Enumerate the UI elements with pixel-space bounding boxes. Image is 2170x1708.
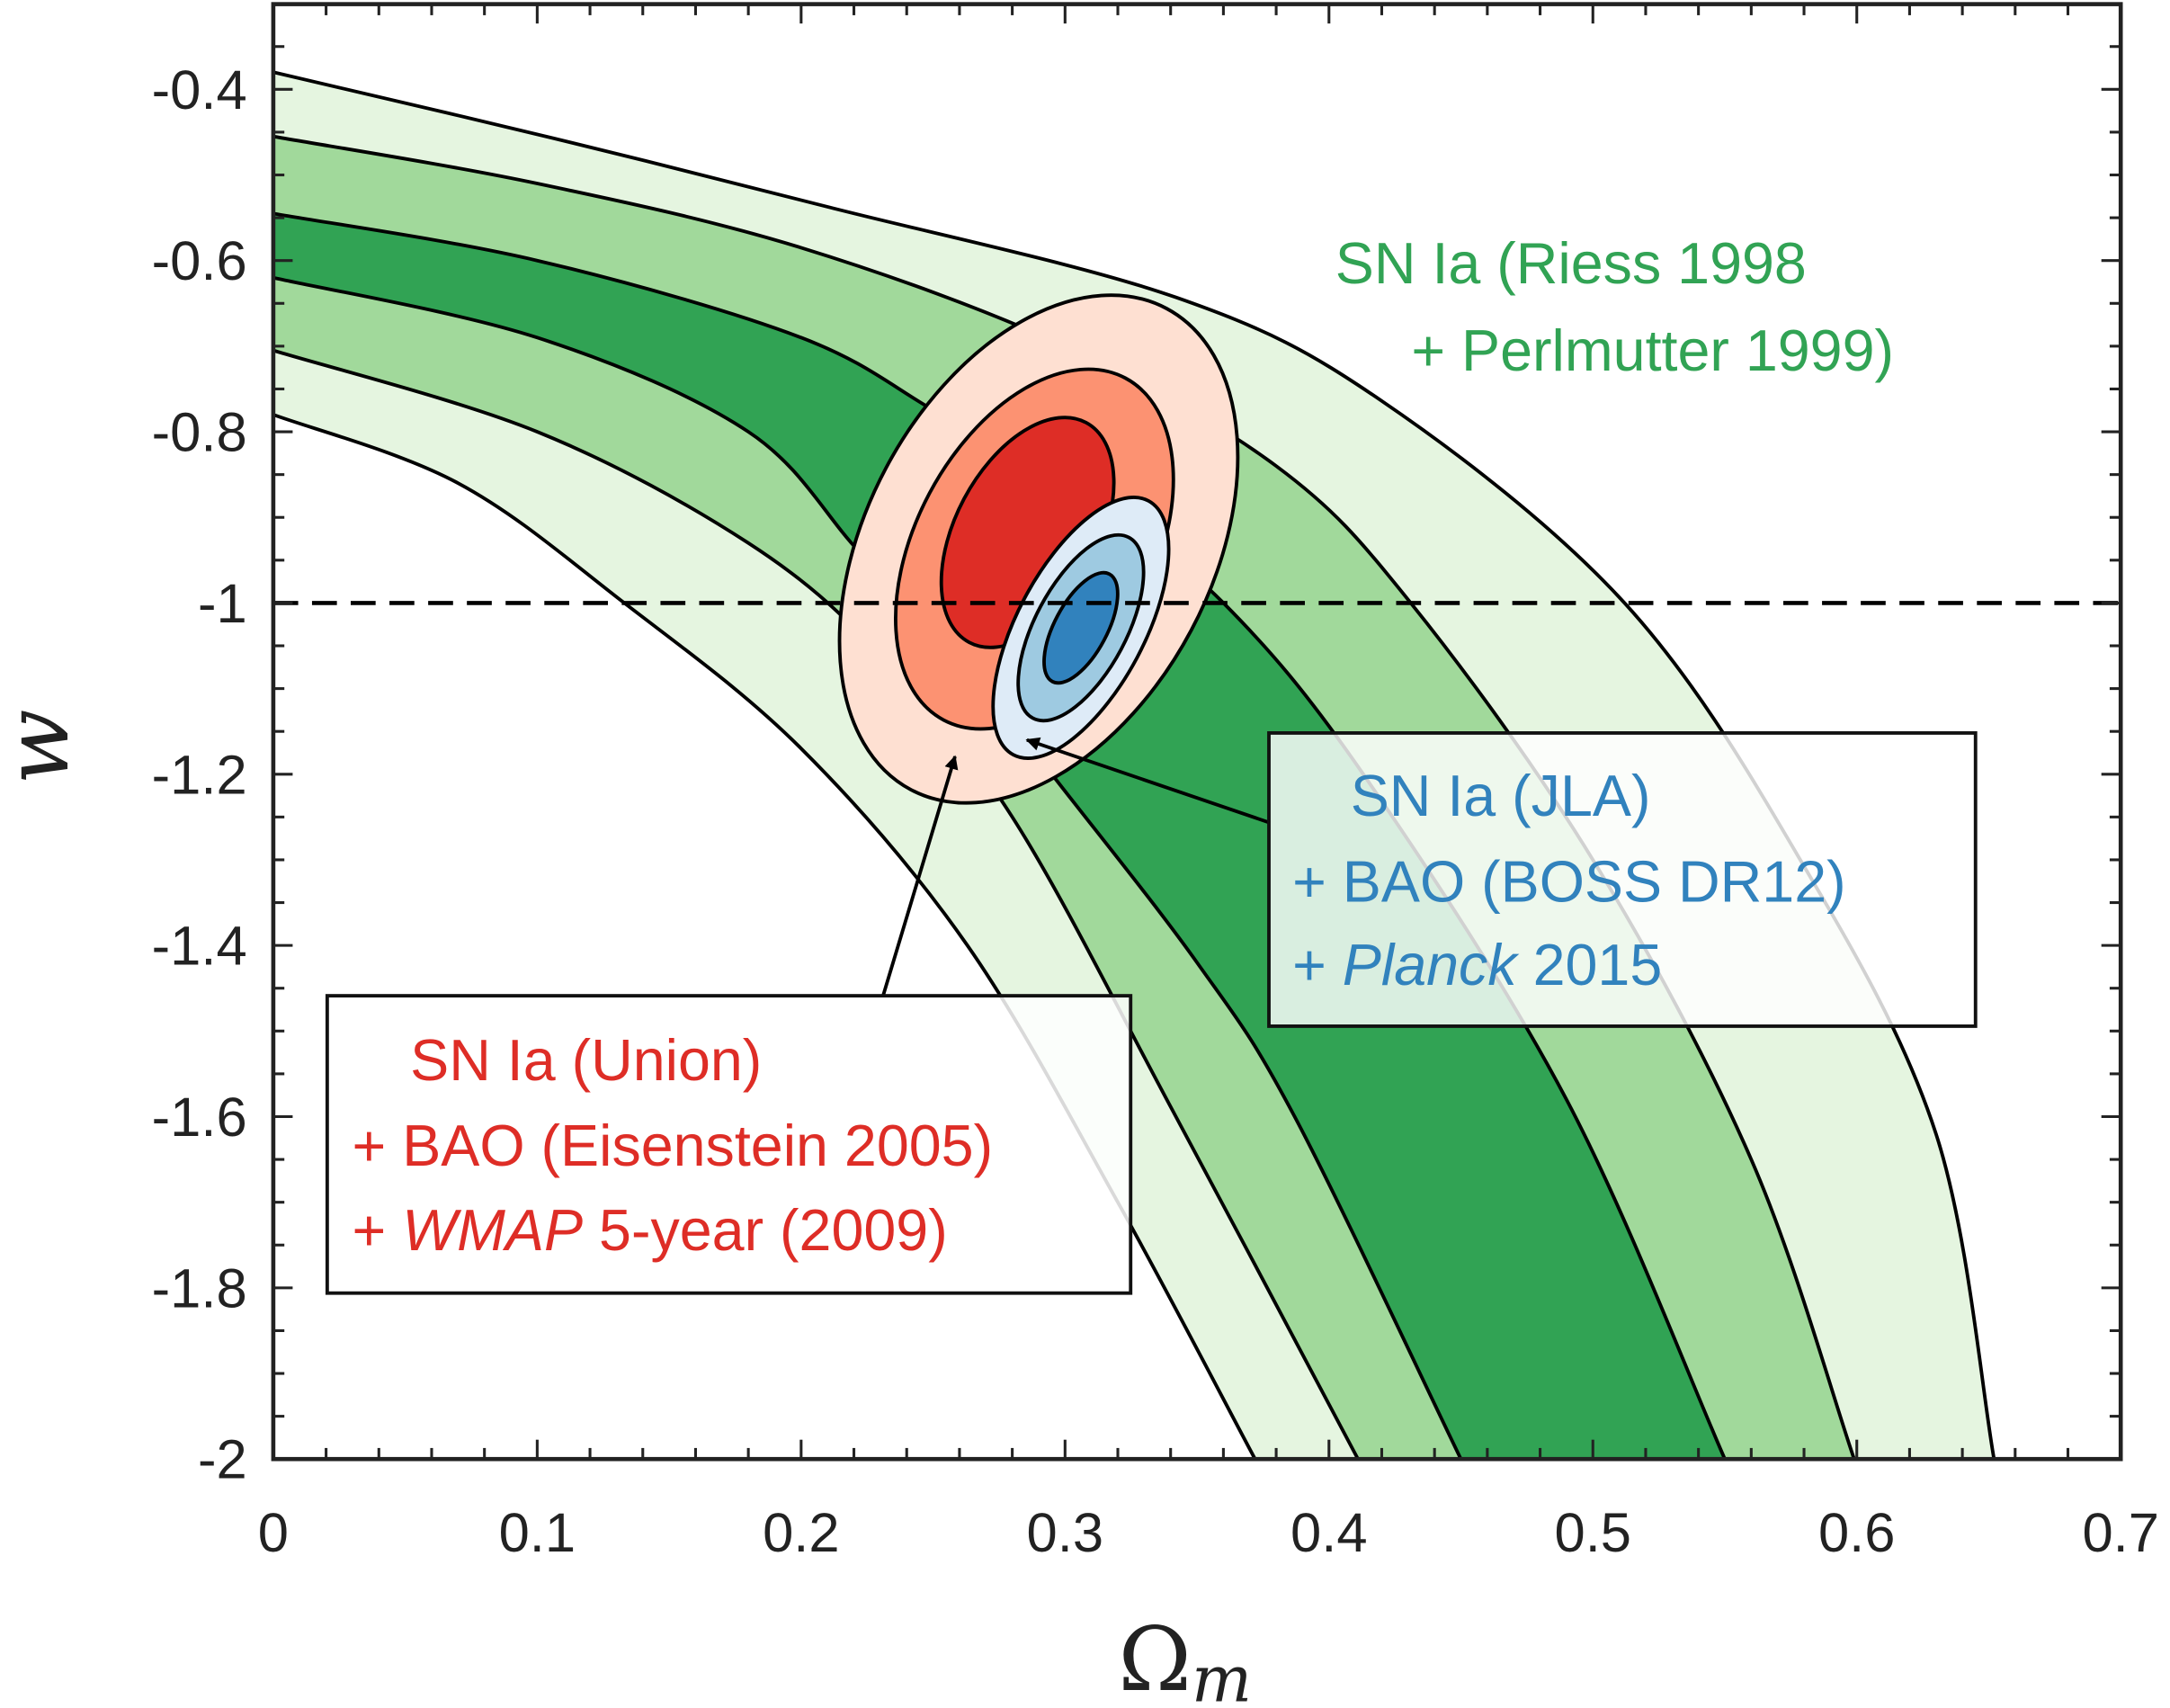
confidence-band-5 bbox=[272, 350, 1359, 1460]
y-tick-label: -2 bbox=[198, 1429, 247, 1491]
green-annotation-line2: + Perlmutter 1999) bbox=[1411, 318, 1894, 383]
blue-annotation-line2: + BAO (BOSS DR12) bbox=[1292, 850, 1845, 915]
red-annotation-line2: + BAO (Eisenstein 2005) bbox=[353, 1113, 994, 1178]
green-annotation-line1: SN Ia (Riess 1998 bbox=[1335, 231, 1807, 296]
y-tick-label: -0.4 bbox=[152, 59, 247, 121]
y-tick-label: -1.6 bbox=[152, 1087, 247, 1149]
y-tick-label: -1.8 bbox=[152, 1257, 247, 1319]
x-tick-label: 0.1 bbox=[499, 1502, 576, 1564]
band-boundary-curve-1 bbox=[272, 70, 1996, 1460]
y-tick-label: -0.8 bbox=[152, 402, 247, 464]
x-tick-label: 0.6 bbox=[1818, 1502, 1895, 1564]
red-arrow bbox=[881, 755, 959, 997]
y-axis-title: w bbox=[0, 709, 89, 784]
confidence-band-4 bbox=[272, 277, 1461, 1460]
x-tick-label: 0.5 bbox=[1555, 1502, 1631, 1564]
band-boundary-curve-6 bbox=[272, 412, 1257, 1460]
y-tick-label: -1 bbox=[198, 573, 247, 635]
x-tick-label: 0.4 bbox=[1290, 1502, 1368, 1564]
plot-frame bbox=[271, 2, 2123, 1462]
x-tick-label: 0 bbox=[258, 1502, 289, 1564]
jla-planck-contour-3sigma bbox=[1042, 570, 1120, 685]
contour-ellipses bbox=[837, 293, 1240, 805]
confidence-band-3 bbox=[272, 213, 1725, 1460]
blue-annotation-line1: SN Ia (JLA) bbox=[1351, 764, 1651, 828]
blue-arrow bbox=[1025, 737, 1272, 825]
red-legend-box: SN Ia (Union) + BAO (Eisenstein 2005) + … bbox=[325, 994, 1133, 1295]
y-tick-label: -1.4 bbox=[152, 916, 247, 978]
x-tick-label: 0.2 bbox=[763, 1502, 839, 1564]
x-tick-label: 0.3 bbox=[1027, 1502, 1104, 1564]
x-axis-title: Ωm bbox=[1118, 1609, 1252, 1708]
y-tick-label: -1.2 bbox=[152, 744, 247, 806]
x-tick-label: 0.7 bbox=[2082, 1502, 2159, 1564]
y-tick-label: -0.6 bbox=[152, 230, 247, 292]
red-annotation-line1: SN Ia (Union) bbox=[410, 1028, 762, 1093]
band-boundary-curve-2 bbox=[272, 134, 1856, 1460]
blue-legend-box: SN Ia (JLA) + BAO (BOSS DR12) + Planck 2… bbox=[1267, 731, 1978, 1028]
red-annotation-line3: + WMAP 5-year (2009) bbox=[353, 1198, 948, 1263]
blue-annotation-line3: + Planck 2015 bbox=[1292, 933, 1662, 997]
